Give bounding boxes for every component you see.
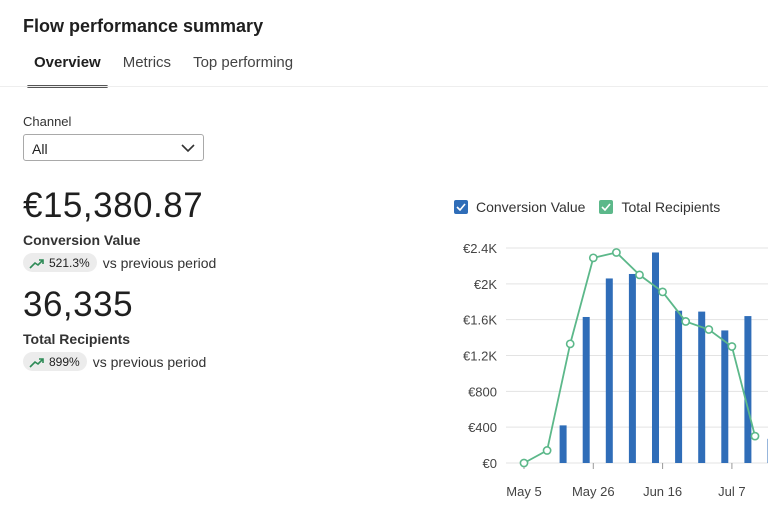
tab-metrics[interactable]: Metrics	[122, 54, 172, 71]
line-point	[750, 431, 760, 441]
x-tick-label: Jun 16	[643, 484, 682, 499]
legend-item-total-recipients[interactable]: Total Recipients	[599, 199, 720, 215]
bar	[652, 252, 659, 463]
bar	[744, 316, 752, 463]
change-percent: 899%	[49, 354, 80, 369]
line-point	[588, 253, 598, 263]
line-point	[727, 342, 737, 351]
x-tick-label: Jul 7	[718, 484, 745, 499]
comparison-text: vs previous period	[92, 353, 207, 370]
y-tick-label: €400	[468, 420, 497, 435]
x-tick-label: May 26	[572, 484, 615, 499]
change-badge: 521.3%	[23, 253, 97, 272]
conversion-value-label: Conversion Value	[23, 232, 141, 248]
line-point	[565, 339, 575, 349]
line-point	[658, 287, 667, 297]
bar	[582, 316, 590, 463]
tab-bar: Overview Metrics Top performing	[23, 50, 304, 88]
legend-item-conversion-value[interactable]: Conversion Value	[454, 199, 585, 215]
trending-up-icon	[29, 258, 44, 269]
line-point	[704, 325, 714, 334]
conversion-value-amount: €15,380.87	[23, 186, 204, 225]
total-recipients-amount: 36,335	[23, 285, 134, 324]
y-tick-label: €0	[483, 456, 497, 471]
total-recipients-change: 899% vs previous period	[23, 352, 206, 371]
page-title: Flow performance summary	[23, 16, 264, 36]
y-tick-label: €800	[468, 384, 497, 399]
y-tick-label: €2K	[474, 277, 497, 292]
line-point	[542, 446, 552, 455]
line-point	[635, 270, 644, 280]
y-tick-label: €2.4K	[463, 241, 497, 256]
legend-label: Conversion Value	[476, 199, 586, 215]
change-percent: 521.3%	[49, 255, 90, 270]
checkbox-checked-icon[interactable]	[454, 200, 468, 214]
conversion-value-change: 521.3% vs previous period	[23, 253, 216, 272]
tabs-divider	[0, 86, 768, 87]
x-tick-label: May 5	[506, 484, 541, 499]
line-point	[612, 248, 621, 257]
comparison-text: vs previous period	[102, 254, 217, 271]
change-badge: 899%	[23, 352, 87, 371]
bar	[628, 273, 636, 463]
y-tick-label: €1.2K	[463, 349, 497, 364]
bar	[698, 311, 706, 463]
line-point	[519, 458, 529, 468]
channel-select-value: All	[32, 141, 48, 157]
chevron-down-icon	[181, 144, 195, 153]
chart-legend: Conversion Value Total Recipients	[454, 199, 734, 215]
total-recipients-label: Total Recipients	[23, 331, 131, 347]
line-point	[681, 317, 691, 326]
bar	[721, 330, 729, 463]
bar	[559, 425, 567, 463]
bar	[675, 310, 683, 463]
legend-label: Total Recipients	[621, 199, 721, 215]
trending-up-icon	[29, 357, 44, 368]
y-tick-label: €1.6K	[463, 313, 497, 328]
tab-top-performing[interactable]: Top performing	[193, 54, 294, 71]
checkbox-checked-icon[interactable]	[599, 200, 614, 214]
channel-label: Channel	[23, 114, 72, 129]
channel-select[interactable]: All	[23, 134, 204, 161]
bar	[605, 278, 613, 463]
